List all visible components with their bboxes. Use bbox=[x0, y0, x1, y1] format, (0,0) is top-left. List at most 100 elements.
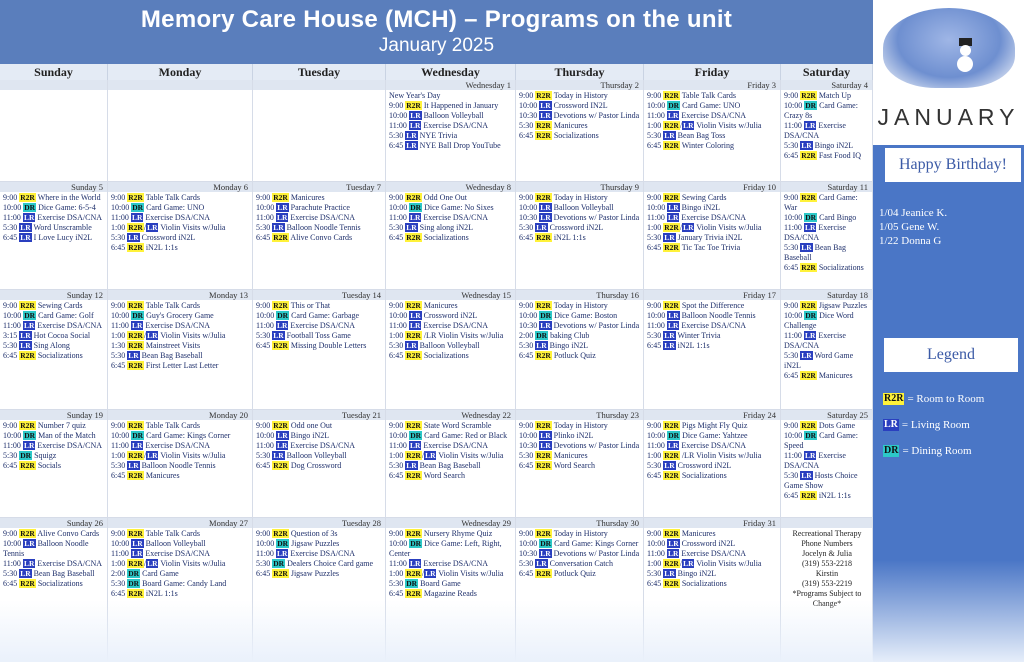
location-tag-lr: LR bbox=[663, 131, 676, 140]
event-time: 11:00 bbox=[3, 321, 21, 330]
event-title: Exercise DSA/CNA bbox=[37, 321, 103, 330]
event-time: 9:00 bbox=[647, 91, 662, 100]
event-title: Exercise DSA/CNA bbox=[784, 451, 846, 470]
event-title: Football Toss Game bbox=[286, 331, 351, 340]
event-time: 10:00 bbox=[389, 539, 408, 548]
event-time: 9:00 bbox=[256, 529, 271, 538]
event-title: Word Search bbox=[553, 461, 596, 470]
event-title: Bingo iN2L bbox=[677, 569, 717, 578]
event-time: 11:00 bbox=[647, 321, 665, 330]
event-item: 3:15 LR Hot Cocoa Social bbox=[3, 331, 105, 341]
weekday-header-row: Sunday Monday Tuesday Wednesday Thursday Frid… bbox=[0, 64, 873, 80]
event-title: Conversation Catch bbox=[549, 559, 613, 568]
event-item: 9:00 R2R Today in History bbox=[519, 91, 641, 101]
event-title: Balloon Volleyball bbox=[553, 203, 614, 212]
location-tag-r2r: R2R bbox=[535, 193, 552, 202]
event-item: 11:00 LR Exercise DSA/CNA bbox=[389, 559, 513, 569]
event-time: 5:30 bbox=[519, 451, 534, 460]
location-tag-r2r: R2R bbox=[19, 193, 36, 202]
location-tag-lr: LR bbox=[800, 471, 813, 480]
event-title: Number 7 quiz bbox=[37, 421, 86, 430]
event-item: 9:00 R2R Table Talk Cards bbox=[111, 193, 250, 203]
event-item: 11:00 LR Exercise DSA/CNA bbox=[111, 549, 250, 559]
day-cell: Saturday 11 9:00 R2R Card Game: War 10:00 … bbox=[781, 182, 873, 290]
day-number: Tuesday 7 bbox=[253, 182, 385, 192]
event-title: Devotions w/ Pastor Linda bbox=[553, 213, 640, 222]
location-tag-lr: LR bbox=[663, 233, 676, 242]
location-tag-r2r: R2R bbox=[19, 421, 36, 430]
event-item: 5:30 LR Balloon Noodle Tennis bbox=[111, 461, 250, 471]
event-title: Socializations bbox=[423, 351, 469, 360]
event-time: 5:30 bbox=[389, 223, 404, 232]
event-title: Violin Visits w/Julia bbox=[438, 569, 504, 578]
event-item: 1:00 R2R/LR Violin Visits w/Julia bbox=[647, 223, 762, 232]
event-title: Card Game: UNO bbox=[146, 203, 205, 212]
location-tag-lr: LR bbox=[424, 451, 437, 460]
event-time: 5:30 bbox=[256, 331, 271, 340]
location-tag-lr: LR bbox=[409, 111, 422, 120]
location-tag-r2r: R2R bbox=[800, 91, 817, 100]
location-tag-r2r: R2R bbox=[663, 193, 680, 202]
location-tag-lr: LR bbox=[276, 431, 289, 440]
location-tag-lr: LR bbox=[405, 461, 418, 470]
event-item: 9:00 R2R Table Talk Cards bbox=[111, 421, 250, 431]
event-time: 10:30 bbox=[519, 441, 538, 450]
location-tag-dr: DR bbox=[127, 569, 141, 578]
event-item: 10:00 DR Card Game: Red or Black bbox=[389, 431, 513, 441]
location-tag-lr: LR bbox=[19, 341, 32, 350]
day-number bbox=[781, 518, 872, 528]
event-item: 9:00 R2R State Word Scramble bbox=[389, 421, 513, 431]
event-time: 11:00 bbox=[256, 441, 274, 450]
event-title: Socializations bbox=[37, 579, 83, 588]
event-time: 11:00 bbox=[256, 549, 274, 558]
day-number: Wednesday 29 bbox=[386, 518, 515, 528]
event-item: 10:00 DR Card Game: Speed bbox=[784, 431, 870, 451]
event-time: 10:00 bbox=[3, 311, 22, 320]
location-tag-lr: LR bbox=[408, 441, 422, 450]
location-tag-r2r: R2R bbox=[800, 193, 817, 202]
event-item: 11:00 LR Exercise DSA/CNA bbox=[111, 213, 250, 223]
snowman-hat-icon bbox=[959, 38, 972, 46]
event-time: 5:30 bbox=[111, 579, 126, 588]
event-title: Devotions w/ Pastor Linda bbox=[553, 441, 640, 450]
location-tag-lr: LR bbox=[803, 451, 817, 460]
event-item: 5:30 LR Hosts Choice Game Show bbox=[784, 471, 870, 491]
event-title: Exercise DSA/CNA bbox=[423, 441, 489, 450]
event-item: 1:00 R2R/LR Violin Visits w/Julia bbox=[111, 331, 226, 340]
event-time: 11:00 bbox=[111, 321, 129, 330]
event-title: Socials bbox=[37, 461, 61, 470]
day-number: Saturday 25 bbox=[781, 410, 872, 420]
event-time: 5:30 bbox=[389, 579, 404, 588]
event-item: 10:00 DR Dice Game: 6-5-4 bbox=[3, 203, 105, 213]
location-tag-lr: LR bbox=[22, 559, 36, 568]
event-item: 5:30 LR Bean Bag Baseball bbox=[111, 351, 250, 361]
event-title: Odd one Out bbox=[290, 421, 333, 430]
event-time: 6:45 bbox=[3, 461, 18, 470]
location-tag-r2r: R2R bbox=[127, 529, 144, 538]
note-line: (319) 553-2218 bbox=[784, 559, 870, 569]
event-title: Sing Along bbox=[33, 341, 70, 350]
day-number: Monday 20 bbox=[108, 410, 252, 420]
event-title: Plinko iN2L bbox=[553, 431, 594, 440]
location-tag-dr: DR bbox=[127, 579, 141, 588]
location-tag-r2r: R2R bbox=[405, 351, 422, 360]
location-tag-r2r: R2R bbox=[127, 193, 144, 202]
event-title: Card Game: Kings Corner bbox=[554, 539, 639, 548]
event-time: 11:00 bbox=[3, 213, 21, 222]
event-time: 9:00 bbox=[3, 193, 18, 202]
event-item: 5:30 DR Board Game bbox=[389, 579, 513, 589]
event-title: Exercise DSA/CNA bbox=[681, 549, 747, 558]
location-tag-lr: LR bbox=[539, 213, 552, 222]
event-time: 10:00 bbox=[389, 431, 408, 440]
event-title: Exercise DSA/CNA bbox=[145, 441, 211, 450]
event-title: *Programs Subject to Change* bbox=[792, 589, 862, 608]
event-title: Jocelyn & Julia bbox=[802, 549, 852, 558]
event-time: 11:00 bbox=[3, 441, 21, 450]
location-tag-lr: LR bbox=[276, 203, 289, 212]
event-title: Nursery Rhyme Quiz bbox=[423, 529, 493, 538]
location-tag-dr: DR bbox=[19, 451, 33, 460]
event-time: 11:00 bbox=[784, 331, 802, 340]
location-tag-r2r: R2R bbox=[535, 233, 552, 242]
day-cell: Friday 31 9:00 R2R Manicures 10:00 LR Cros… bbox=[644, 518, 781, 662]
location-tag-r2r: R2R bbox=[535, 131, 552, 140]
